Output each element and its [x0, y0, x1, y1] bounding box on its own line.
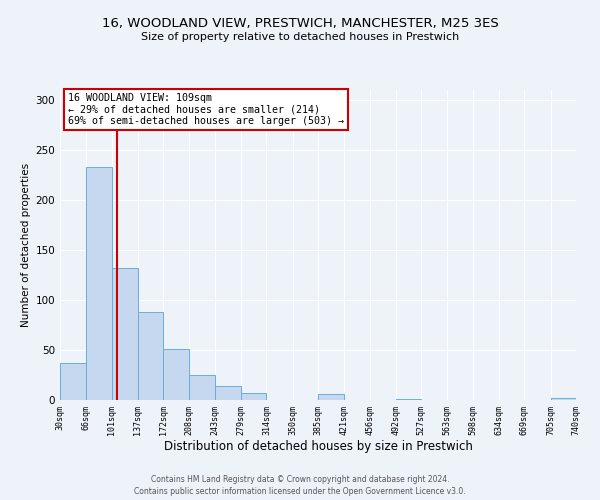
- Y-axis label: Number of detached properties: Number of detached properties: [21, 163, 31, 327]
- Text: 16 WOODLAND VIEW: 109sqm
← 29% of detached houses are smaller (214)
69% of semi-: 16 WOODLAND VIEW: 109sqm ← 29% of detach…: [68, 93, 344, 126]
- Bar: [551, 398, 576, 400]
- Bar: [190, 375, 215, 400]
- Bar: [60, 363, 86, 400]
- Text: Contains HM Land Registry data © Crown copyright and database right 2024.
Contai: Contains HM Land Registry data © Crown c…: [134, 474, 466, 496]
- Bar: [215, 386, 241, 400]
- Bar: [241, 393, 266, 400]
- Bar: [163, 349, 190, 400]
- X-axis label: Distribution of detached houses by size in Prestwich: Distribution of detached houses by size …: [164, 440, 472, 454]
- Text: 16, WOODLAND VIEW, PRESTWICH, MANCHESTER, M25 3ES: 16, WOODLAND VIEW, PRESTWICH, MANCHESTER…: [101, 18, 499, 30]
- Bar: [396, 399, 421, 400]
- Bar: [138, 312, 163, 400]
- Bar: [112, 268, 138, 400]
- Bar: [318, 394, 344, 400]
- Text: Size of property relative to detached houses in Prestwich: Size of property relative to detached ho…: [141, 32, 459, 42]
- Bar: [86, 167, 112, 400]
